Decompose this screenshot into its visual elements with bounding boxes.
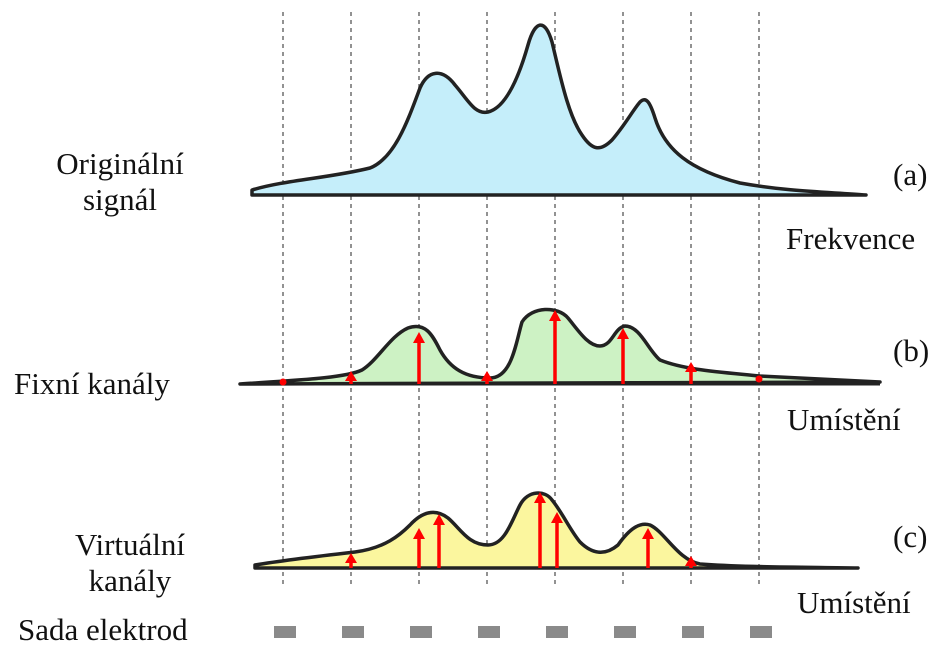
panel-c-tag: (c) [893, 519, 928, 554]
electrode [274, 626, 296, 638]
frequency-axis-label: Frekvence [786, 221, 916, 256]
channel-arrow-head [642, 528, 654, 539]
channel-arrow-head [345, 371, 357, 381]
electrode [546, 626, 568, 638]
channel-arrow-head [481, 371, 493, 381]
electrode [750, 626, 772, 638]
fixed-channel-arrows [279, 310, 763, 386]
channel-arrow-head [617, 328, 629, 339]
fixed-channels-curve [238, 307, 882, 386]
channel-arrow-head [549, 310, 561, 321]
electrode [478, 626, 500, 638]
electrode [410, 626, 432, 638]
channel-arrow-head [685, 556, 697, 566]
panel-a-tag: (a) [893, 157, 928, 192]
original-signal-label-line1: Originální [56, 146, 184, 181]
original-signal-curve [250, 23, 868, 197]
virtual-channels-label-line1: Virtuální [74, 527, 186, 562]
electrode [614, 626, 636, 638]
virtual-channels-label: Virtuální kanály [30, 527, 230, 599]
electrode-array-label: Sada elektrod [18, 612, 188, 647]
panel-b-tag: (b) [893, 333, 930, 368]
position-axis-label-b: Umístění [787, 402, 901, 437]
electrode [682, 626, 704, 638]
virtual-channels-label-line2: kanály [88, 563, 172, 598]
channel-arrow-head [534, 492, 546, 503]
original-signal-label-line2: signál [82, 182, 158, 217]
virtual-channel-arrows [345, 492, 697, 568]
channel-sample-dot [279, 378, 287, 386]
electrode [342, 626, 364, 638]
channel-arrow-head [685, 362, 697, 372]
fixed-channels-label: Fixní kanály [14, 366, 170, 401]
electrode-array [274, 626, 772, 638]
channel-sample-dot [755, 375, 763, 383]
position-axis-label-c: Umístění [797, 585, 911, 620]
channel-arrow-head [413, 528, 425, 539]
channel-arrow-head [433, 514, 445, 525]
channel-arrow-head [345, 553, 357, 563]
channel-arrow-head [413, 332, 425, 343]
original-signal-label: Originální signál [20, 146, 220, 218]
channel-arrow-head [551, 512, 563, 523]
